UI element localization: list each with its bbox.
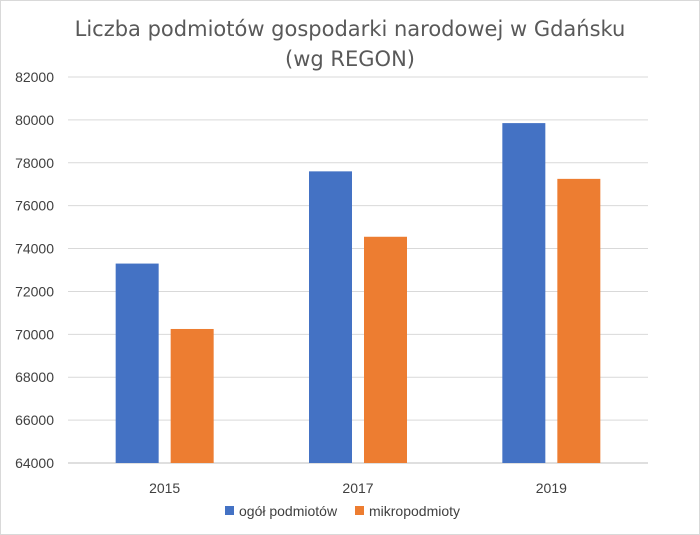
y-tick-label: 64000 xyxy=(15,455,54,471)
chart-title-line-2: (wg REGON) xyxy=(285,47,415,71)
bar-2017-series-2 xyxy=(364,236,407,463)
y-tick-label: 68000 xyxy=(15,369,54,385)
x-axis: 2015 2017 2019 xyxy=(149,480,567,496)
legend-label: ogół podmiotów xyxy=(239,503,338,519)
x-tick-label: 2017 xyxy=(342,480,373,496)
bar-2019-series-1 xyxy=(502,123,546,463)
bar-2019-series-2 xyxy=(557,178,601,463)
x-tick-label: 2019 xyxy=(536,480,567,496)
y-tick-label: 70000 xyxy=(15,326,54,342)
y-tick-label: 80000 xyxy=(15,112,54,128)
legend-swatch xyxy=(355,506,364,515)
chart-title-line-1: Liczba podmiotów gospodarki narodowej w … xyxy=(75,17,626,41)
y-tick-label: 72000 xyxy=(15,283,54,299)
y-tick-label: 82000 xyxy=(15,69,54,85)
legend-swatch xyxy=(225,506,234,515)
gridlines xyxy=(68,76,648,464)
y-tick-label: 76000 xyxy=(15,198,54,214)
y-tick-label: 74000 xyxy=(15,241,54,257)
legend-label: mikropodmioty xyxy=(369,503,460,519)
bar-2017-series-1 xyxy=(309,171,352,463)
y-axis: 64000 66000 68000 70000 72000 74000 76000 78000… xyxy=(15,69,54,471)
bar-2015-series-1 xyxy=(115,263,159,463)
y-tick-label: 78000 xyxy=(15,155,54,171)
x-tick-label: 2015 xyxy=(149,480,180,496)
bar-2015-series-2 xyxy=(170,328,214,463)
bars xyxy=(115,123,601,463)
y-tick-label: 66000 xyxy=(15,412,54,428)
legend: ogół podmiotów mikropodmioty xyxy=(225,503,460,519)
